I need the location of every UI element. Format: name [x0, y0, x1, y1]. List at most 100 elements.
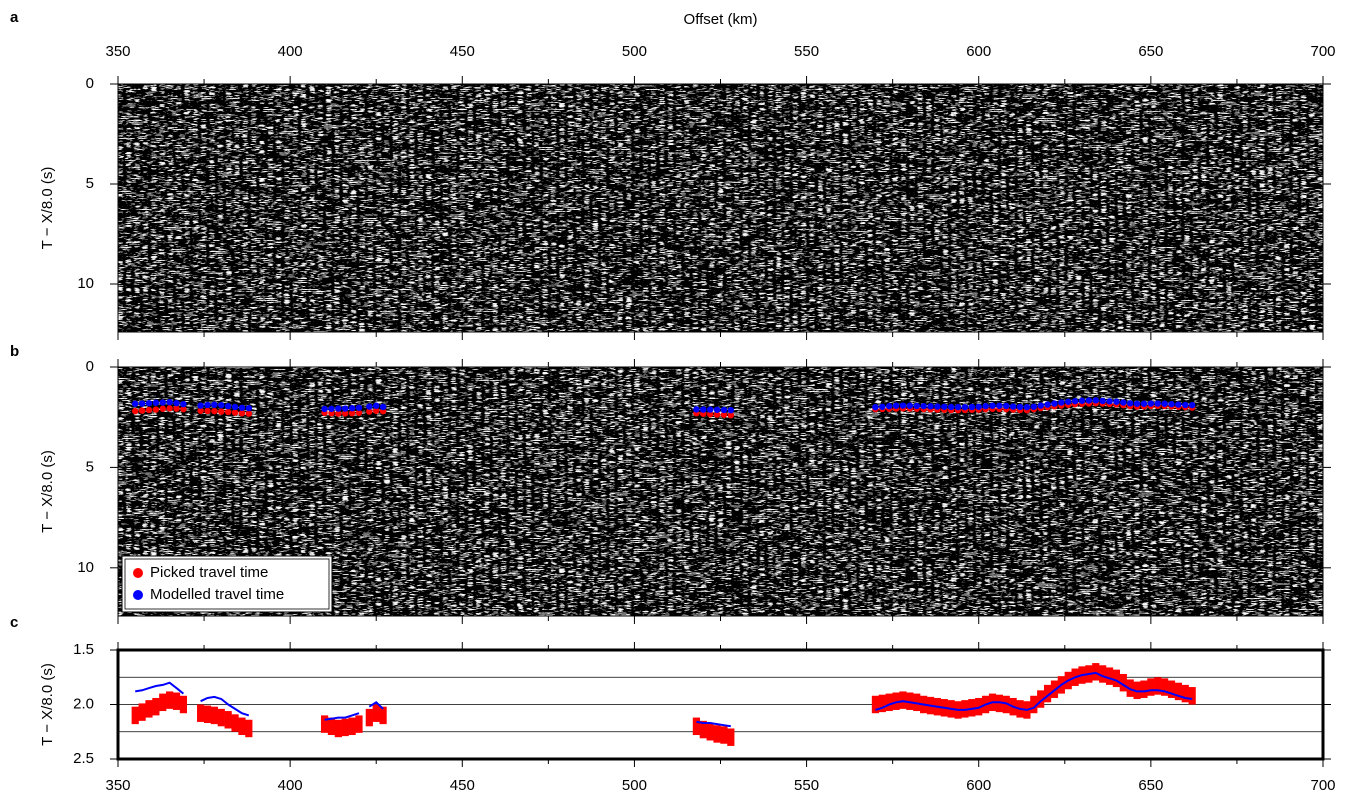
pick-dot	[1099, 397, 1106, 405]
y-tick-label: 10	[77, 275, 94, 292]
pick-dot	[159, 399, 166, 406]
x-tick-label: 450	[450, 777, 475, 794]
pick-dot	[872, 403, 879, 411]
error-bar	[892, 692, 900, 710]
error-bar	[975, 697, 983, 716]
pick-dot	[1140, 400, 1148, 407]
pick-dot	[706, 406, 714, 413]
error-bar	[217, 708, 225, 727]
pick-dot	[954, 403, 962, 411]
y-axis-label: T − X/8.0 (s)	[39, 663, 56, 746]
pick-dot	[355, 404, 363, 411]
error-bar	[1099, 665, 1107, 683]
pick-dot	[348, 404, 356, 412]
pick-dot	[1188, 401, 1196, 409]
pick-dot	[1120, 399, 1127, 406]
legend-marker	[133, 568, 143, 578]
pick-dot	[693, 406, 700, 413]
pick-dot	[1127, 400, 1134, 407]
pick-dot	[899, 402, 907, 409]
y-tick-label: 0	[86, 75, 94, 92]
data-layer	[131, 663, 1196, 746]
pick-dot	[366, 408, 373, 415]
pick-dot	[1078, 397, 1086, 404]
x-tick-label: 700	[1310, 777, 1335, 794]
pick-dot	[211, 401, 218, 408]
pick-dot	[180, 400, 187, 408]
pick-dot	[886, 402, 893, 410]
error-bar	[1133, 681, 1141, 700]
pick-dot	[238, 404, 246, 411]
error-bar	[1112, 669, 1121, 688]
pick-dot	[713, 406, 721, 413]
pick-dot	[1058, 399, 1065, 406]
pick-dot	[1023, 403, 1031, 411]
pick-dot	[132, 407, 139, 415]
pick-dot	[321, 405, 328, 413]
y-tick-label: 0	[86, 358, 94, 375]
error-bar	[1154, 677, 1162, 695]
pick-dot	[152, 399, 160, 406]
error-bar	[906, 692, 914, 710]
seismic-section	[118, 84, 1323, 332]
error-bar	[138, 703, 146, 721]
pick-dot	[218, 408, 225, 415]
pick-dot	[166, 405, 173, 412]
pick-dot	[927, 403, 934, 410]
pick-dot	[1092, 397, 1099, 404]
pick-dot	[145, 406, 153, 414]
pick-dot	[379, 403, 387, 411]
model-line	[135, 671, 1193, 728]
pick-dot	[1003, 402, 1010, 410]
pick-dot	[366, 403, 373, 410]
pick-dot	[1009, 403, 1017, 410]
pick-dot	[706, 410, 714, 418]
error-bar	[145, 700, 153, 718]
x-tick-label: 700	[1310, 43, 1335, 60]
y-tick-label: 5	[86, 175, 94, 192]
pick-dot	[1016, 403, 1024, 411]
pick-dot	[982, 402, 989, 410]
x-tick-label: 350	[105, 43, 130, 60]
pick-dot	[913, 402, 920, 410]
x-tick-label: 650	[1138, 777, 1163, 794]
error-bar	[224, 711, 232, 729]
error-bar	[348, 717, 356, 736]
error-bar	[968, 699, 976, 717]
data-layer	[132, 397, 1196, 419]
x-tick-label: 550	[794, 777, 819, 794]
error-bar	[713, 725, 721, 743]
pick-dot	[132, 400, 139, 407]
y-tick-label: 1.5	[73, 641, 94, 658]
y-tick-label: 5	[86, 458, 94, 475]
pick-dot	[159, 405, 166, 412]
error-bar	[995, 694, 1003, 713]
pick-dot	[941, 403, 948, 410]
y-tick-label: 2.5	[73, 750, 94, 767]
pick-dot	[355, 409, 363, 416]
error-bar	[341, 718, 349, 737]
pick-dot	[138, 400, 146, 407]
error-bar	[692, 717, 700, 736]
error-bar	[1030, 695, 1038, 714]
pick-dot	[197, 407, 204, 414]
pick-dot	[961, 403, 969, 411]
error-bar	[334, 719, 342, 738]
pick-dot	[328, 409, 335, 417]
pick-dot	[968, 403, 976, 411]
error-bar	[245, 719, 253, 738]
error-bar	[197, 704, 205, 722]
pick-dot	[989, 402, 996, 409]
pick-dot	[1085, 397, 1093, 404]
pick-dot	[906, 402, 914, 409]
x-tick-label: 550	[794, 43, 819, 60]
pick-dot	[1065, 398, 1072, 405]
pick-dot	[1037, 402, 1044, 409]
x-axis-label: Offset (km)	[684, 11, 758, 28]
pick-dot	[138, 407, 146, 414]
pick-dot	[1133, 400, 1141, 407]
pick-dot	[700, 406, 707, 413]
error-bar	[699, 720, 707, 739]
pick-dot	[211, 407, 218, 415]
pick-dot	[204, 407, 211, 415]
